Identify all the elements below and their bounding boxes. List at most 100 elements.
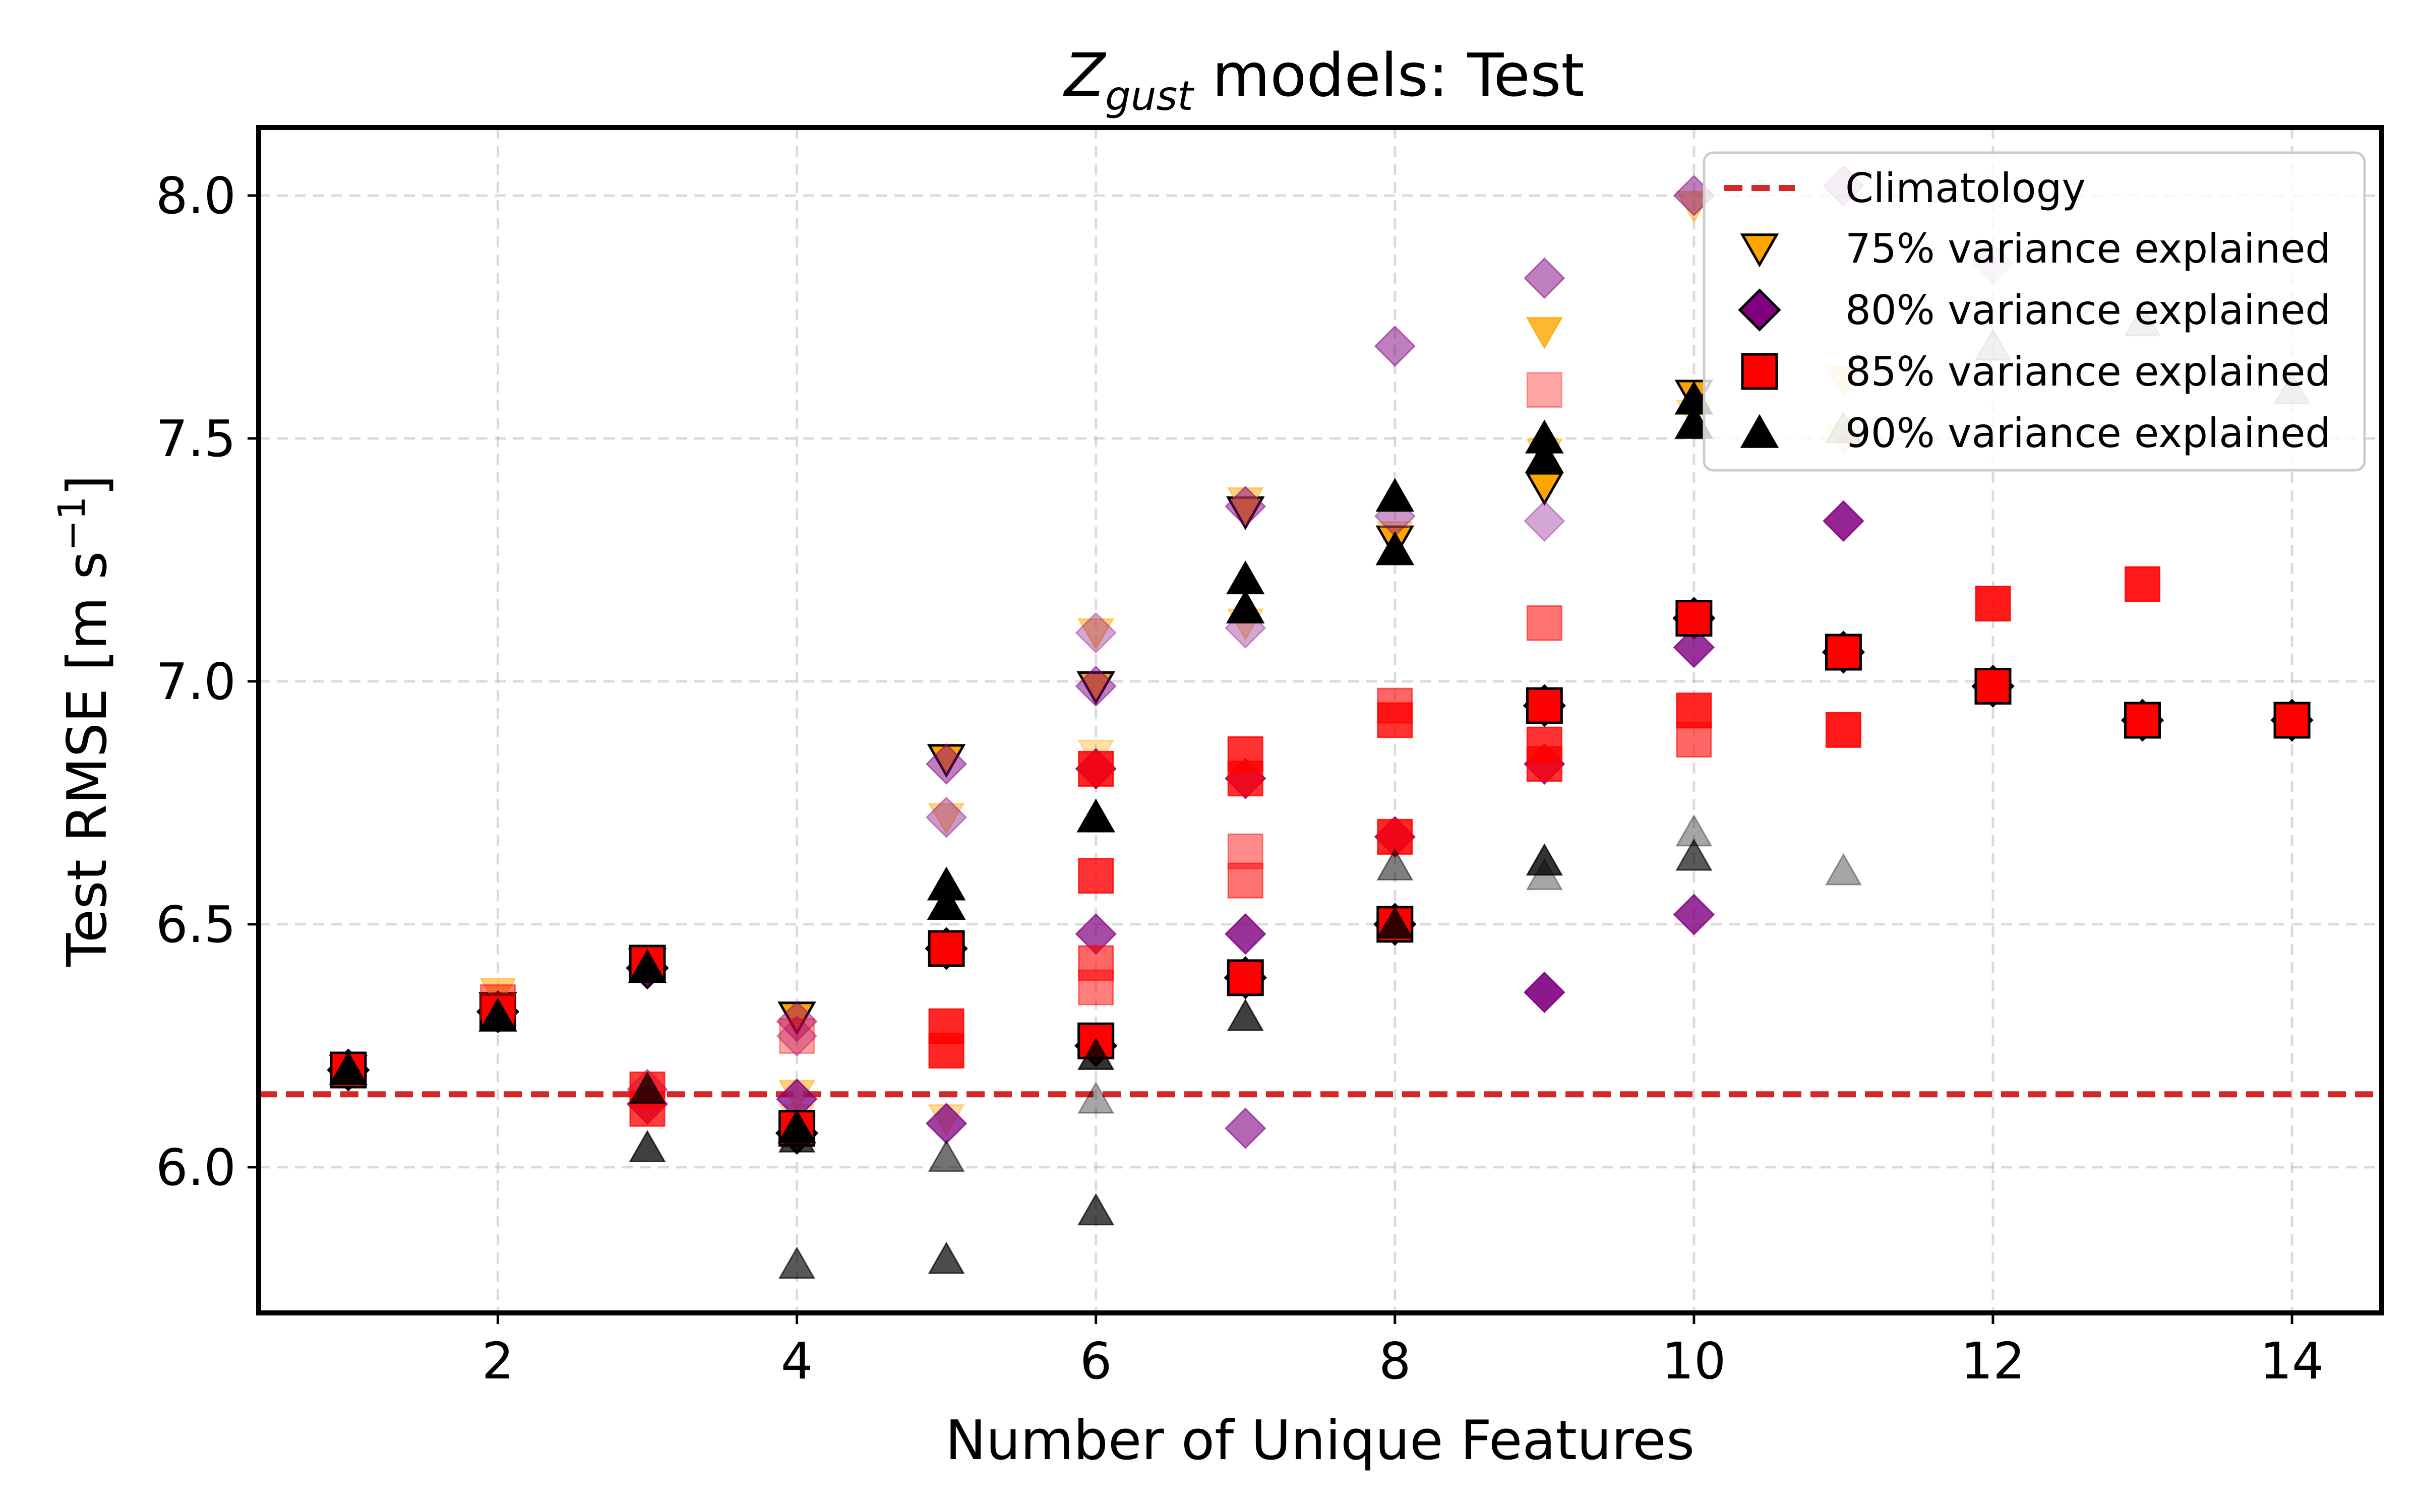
- legend: Climatology 75% variance explained 80% va…: [1703, 151, 2366, 472]
- data-point: [1226, 560, 1265, 595]
- data-point: [928, 930, 965, 967]
- data-point: [1077, 1037, 1115, 1070]
- data-point: [1975, 586, 2011, 622]
- y-axis-label-end: ]: [56, 475, 119, 496]
- data-point: [776, 1000, 818, 1042]
- data-point: [1227, 959, 1264, 996]
- data-point: [1226, 589, 1265, 623]
- chart-title-main: Z: [1063, 40, 1106, 110]
- data-point: [1524, 971, 1565, 1014]
- x-tick-label: 10: [1662, 1332, 1726, 1391]
- data-point: [1526, 372, 1562, 408]
- legend-label-climatology: Climatology: [1845, 165, 2086, 212]
- axis-ticks: 2 4 6 8 10 12 14 6.0 6.5 7.0 7.5 8.0: [156, 166, 2324, 1391]
- data-point: [1825, 712, 1861, 748]
- data-point: [777, 1001, 816, 1036]
- legend-marker: [1740, 414, 1779, 448]
- data-point: [629, 1072, 666, 1104]
- data-point: [1076, 798, 1115, 833]
- data-point: [1675, 600, 1713, 637]
- legend-label: 80% variance explained: [1845, 287, 2331, 334]
- legend-entry: 85% variance explained: [1741, 348, 2331, 395]
- data-point: [1227, 862, 1263, 899]
- data-point: [1075, 665, 1117, 707]
- data-point: [1823, 500, 1864, 542]
- legend-marker: [1741, 353, 1778, 390]
- data-point: [1526, 843, 1563, 876]
- chart-title-sub: gust: [1105, 73, 1194, 119]
- data-point: [329, 1051, 368, 1085]
- data-point: [1676, 722, 1712, 758]
- legend-box: [1703, 151, 2366, 472]
- data-point: [1375, 478, 1415, 512]
- data-point: [628, 949, 667, 983]
- series-square: [330, 372, 2311, 1147]
- data-point: [925, 743, 967, 785]
- data-point: [1525, 472, 1564, 506]
- data-point: [928, 1140, 965, 1172]
- data-point: [778, 1246, 816, 1279]
- data-point: [1675, 838, 1713, 871]
- x-tick-label: 8: [1379, 1332, 1411, 1391]
- x-tick-label: 12: [1961, 1332, 2025, 1391]
- data-point: [1077, 1193, 1115, 1226]
- data-point: [2124, 702, 2161, 739]
- data-point: [1524, 257, 1565, 299]
- data-point: [629, 1129, 666, 1162]
- data-point: [1673, 626, 1715, 668]
- x-tick-label: 4: [781, 1332, 813, 1391]
- data-point: [1974, 668, 2012, 705]
- data-point: [1524, 500, 1565, 542]
- data-point: [2125, 566, 2161, 602]
- data-point: [2273, 702, 2311, 739]
- data-point: [1376, 906, 1414, 939]
- data-point: [1825, 634, 1862, 671]
- data-point: [478, 997, 517, 1032]
- data-point: [1225, 485, 1266, 528]
- data-point: [1526, 858, 1563, 891]
- data-point: [1078, 857, 1114, 894]
- data-point: [1078, 750, 1114, 787]
- y-axis-label-sup: −1: [50, 496, 94, 551]
- x-axis-label: Number of Unique Features: [945, 1409, 1695, 1472]
- data-point: [779, 1018, 815, 1054]
- data-point: [1075, 612, 1117, 654]
- chart-title: Zgust models: Test: [1063, 40, 1584, 119]
- y-tick-label: 6.5: [156, 895, 236, 954]
- data-point: [1078, 969, 1114, 1005]
- data-point: [928, 1032, 964, 1068]
- legend-entry: 75% variance explained: [1740, 225, 2331, 272]
- data-point: [1525, 439, 1564, 473]
- legend-entry: 80% variance explained: [1738, 287, 2331, 334]
- data-point: [1377, 818, 1413, 855]
- y-tick-label: 7.0: [156, 652, 236, 711]
- x-tick-label: 14: [2260, 1332, 2324, 1391]
- data-point: [776, 1015, 818, 1057]
- legend-marker: [1740, 233, 1779, 268]
- data-point: [928, 803, 965, 836]
- data-point: [928, 1241, 965, 1274]
- x-tick-label: 6: [1080, 1332, 1112, 1391]
- y-tick-label: 7.5: [156, 409, 236, 468]
- legend-entry: 90% variance explained: [1740, 410, 2331, 457]
- data-point: [1674, 405, 1714, 439]
- data-point: [1225, 913, 1266, 955]
- data-point: [925, 796, 967, 839]
- y-tick-label: 8.0: [156, 166, 236, 225]
- y-tick-label: 6.0: [156, 1138, 236, 1197]
- data-point: [1375, 531, 1415, 565]
- data-point: [1225, 1107, 1266, 1149]
- data-point: [778, 1120, 816, 1153]
- legend-marker: [1738, 288, 1781, 332]
- legend-label: 85% variance explained: [1845, 348, 2331, 395]
- data-point: [1227, 761, 1263, 797]
- data-point: [1077, 618, 1115, 651]
- x-tick-label: 2: [482, 1332, 514, 1391]
- plot-frame: [256, 125, 2384, 1315]
- data-point: [1673, 894, 1715, 935]
- data-point: [1526, 746, 1562, 782]
- data-point: [1376, 848, 1414, 880]
- data-point: [927, 886, 966, 920]
- data-point: [1377, 702, 1413, 738]
